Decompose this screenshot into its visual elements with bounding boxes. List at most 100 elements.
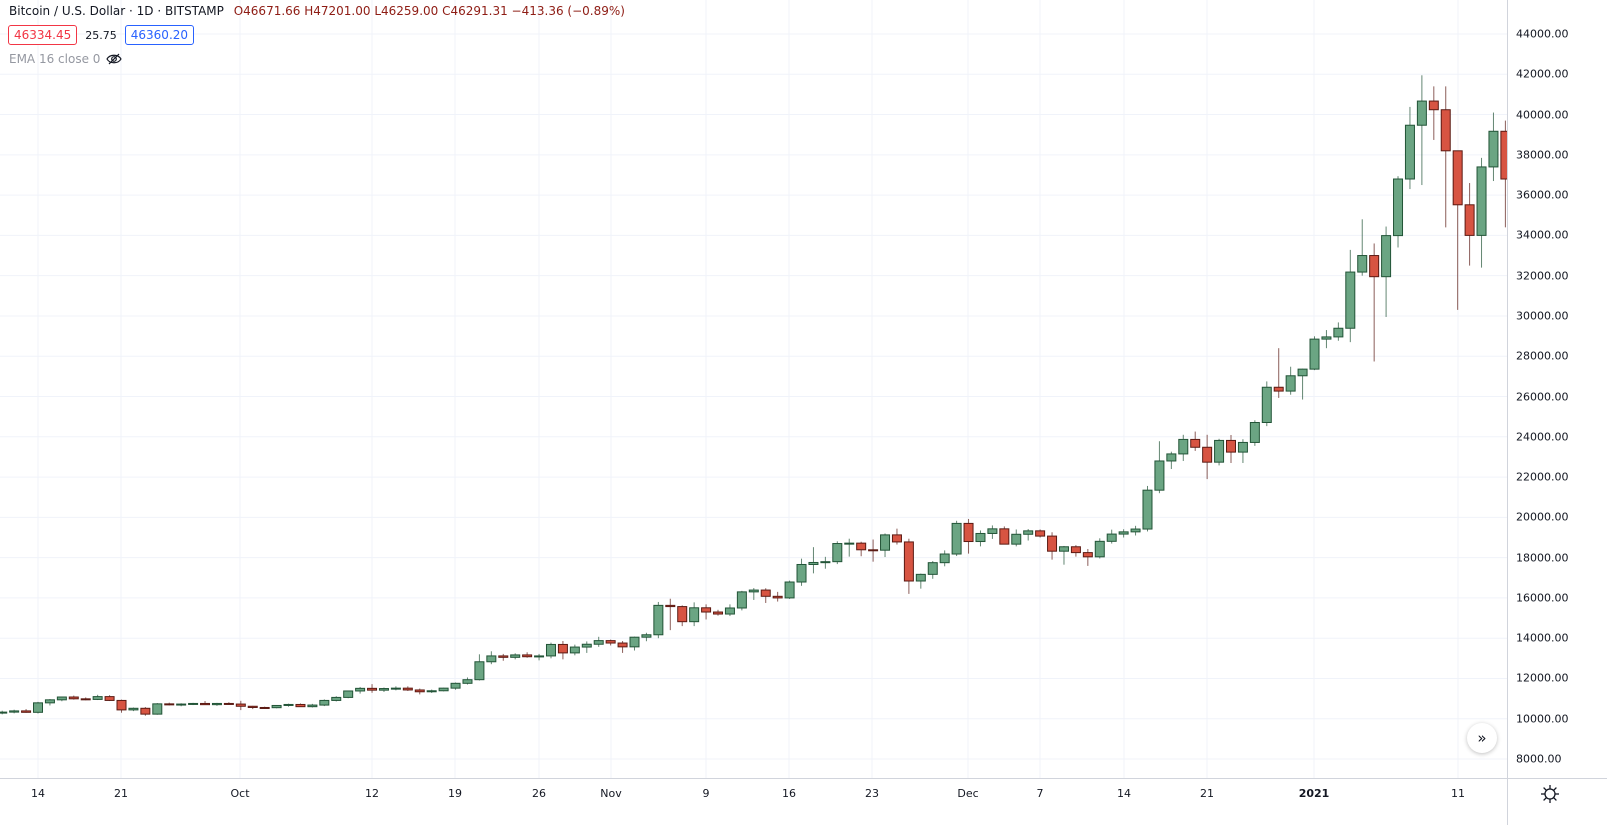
candle-down	[677, 605, 688, 627]
time-tick-label: 23	[865, 787, 879, 800]
candle-down	[605, 639, 616, 646]
candle-down	[1428, 86, 1439, 140]
candle-up	[653, 601, 664, 639]
price-tick-label: 24000.00	[1516, 430, 1569, 444]
candle-up	[1381, 226, 1392, 317]
candle-up	[784, 580, 795, 599]
quote-row: 46334.45 25.75 46360.20	[8, 25, 195, 45]
bid-price-button[interactable]: 46334.45	[8, 25, 78, 45]
price-tick-label: 14000.00	[1516, 631, 1569, 645]
time-tick-label: 9	[702, 787, 710, 800]
candle-up	[211, 702, 222, 706]
candle-down	[68, 695, 79, 700]
candle-down	[247, 705, 258, 710]
candle-up	[748, 588, 759, 600]
price-tick-label: 36000.00	[1516, 188, 1569, 202]
candle-down	[963, 518, 974, 554]
chart-settings-corner	[1507, 778, 1607, 825]
candle-up	[188, 702, 199, 706]
candle-up	[426, 689, 437, 693]
candle-down	[891, 528, 902, 545]
candle-down	[402, 686, 413, 691]
spread-value: 25.75	[85, 28, 117, 42]
time-axis[interactable]: 14 21 Oct 12 19 26 Nov 9 16 23 Dec 7 14 21 2021 11	[0, 778, 1507, 825]
candle-down	[1190, 431, 1201, 451]
candle-up	[474, 654, 485, 681]
candle-up	[9, 709, 20, 714]
candle-up	[927, 561, 938, 579]
price-tick-label: 16000.00	[1516, 591, 1569, 605]
candle-up	[534, 653, 545, 661]
candle-up	[1130, 525, 1141, 536]
candle-up	[1357, 219, 1368, 276]
candle-up	[581, 641, 592, 653]
time-tick-label: 7	[1036, 787, 1044, 800]
candle-up	[1416, 75, 1427, 186]
scroll-to-realtime-button[interactable]: »	[1467, 723, 1497, 753]
price-axis[interactable]: 44000.00 42000.00 40000.00 38000.00 36000.00…	[1507, 0, 1607, 778]
ask-price-button[interactable]: 46360.20	[124, 25, 195, 45]
candle-up	[44, 699, 55, 706]
time-tick-label: 2021	[1298, 787, 1330, 800]
candlestick-chart[interactable]	[0, 0, 1507, 778]
time-tick-label: 21	[114, 787, 128, 800]
candle-down	[701, 604, 712, 620]
candle-up	[1321, 330, 1332, 349]
candle-up	[283, 703, 294, 707]
gear-icon[interactable]	[1539, 783, 1561, 805]
candle-up	[1297, 368, 1308, 400]
price-tick-label: 28000.00	[1516, 349, 1569, 363]
candle-down	[200, 701, 211, 706]
indicator-legend[interactable]: EMA 16 close 0	[9, 52, 123, 66]
candle-up	[1118, 529, 1129, 538]
candle-up	[378, 687, 389, 692]
candle-up	[1166, 451, 1177, 470]
candle-up	[271, 704, 282, 709]
time-tick-label: 16	[782, 787, 796, 800]
time-tick-label: 14	[1117, 787, 1131, 800]
ohlc-values: O46671.66 H47201.00 L46259.00 C46291.31 …	[233, 4, 625, 18]
candle-down	[1464, 183, 1475, 266]
candle-up	[1488, 112, 1499, 182]
time-tick-label: Dec	[957, 787, 979, 800]
candle-down	[557, 641, 568, 660]
candle-up	[450, 682, 461, 690]
candles	[0, 75, 1507, 716]
candle-up	[1023, 529, 1034, 541]
candle-up	[1154, 441, 1165, 494]
price-tick-label: 8000.00	[1516, 752, 1562, 766]
candle-down	[235, 700, 246, 711]
candle-up	[1106, 529, 1117, 544]
candle-down	[80, 697, 91, 701]
symbol-legend[interactable]: Bitcoin / U.S. Dollar · 1D · BITSTAMP O4…	[9, 4, 625, 18]
candle-up	[1261, 381, 1272, 427]
candle-up	[92, 694, 103, 701]
candle-down	[21, 709, 32, 713]
candle-up	[438, 687, 449, 692]
candle-down	[1369, 243, 1380, 362]
candle-up	[1476, 157, 1487, 268]
candle-down	[617, 641, 628, 653]
candle-down	[1035, 529, 1046, 538]
eye-crossed-icon[interactable]	[106, 53, 123, 65]
candle-up	[951, 520, 962, 557]
time-tick-label: Oct	[230, 787, 250, 800]
price-tick-label: 30000.00	[1516, 309, 1569, 323]
time-tick-label: 11	[1451, 787, 1465, 800]
candle-up	[724, 604, 735, 617]
candle-down	[760, 588, 771, 603]
candle-up	[689, 602, 700, 627]
chart-pane[interactable]: Bitcoin / U.S. Dollar · 1D · BITSTAMP O4…	[0, 0, 1507, 778]
time-tick-label: 12	[365, 787, 379, 800]
candle-up	[593, 636, 604, 647]
vertical-gridlines	[37, 0, 1459, 778]
symbol-title[interactable]: Bitcoin / U.S. Dollar · 1D · BITSTAMP	[9, 4, 224, 18]
candle-up	[736, 590, 747, 611]
candle-down	[1070, 545, 1081, 557]
candle-down	[856, 541, 867, 557]
candle-down	[1226, 434, 1236, 463]
candle-up	[1333, 322, 1344, 341]
candle-up	[796, 558, 807, 586]
candle-up	[545, 642, 556, 659]
candle-down	[522, 652, 533, 658]
